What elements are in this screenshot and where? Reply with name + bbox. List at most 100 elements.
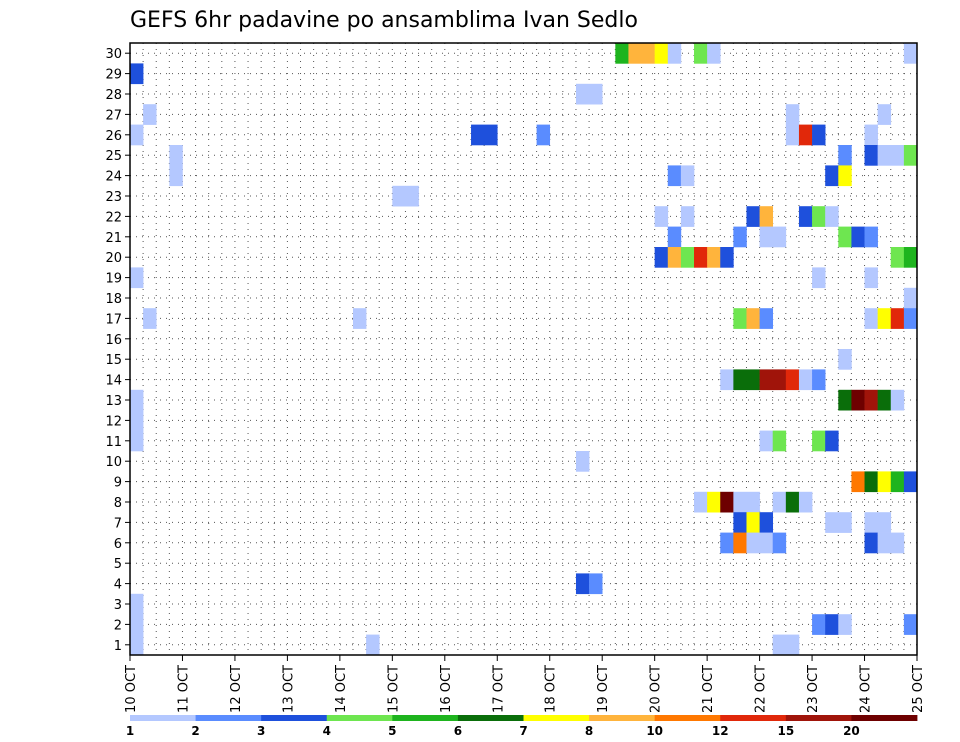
data-cell [798,491,813,513]
data-cell [720,491,734,513]
data-cell [772,532,787,554]
data-cell [825,430,839,452]
colorbar-swatch [851,715,918,721]
y-tick-label: 1 [114,639,122,654]
y-tick-label: 7 [114,516,122,531]
data-cell [733,532,747,554]
y-tick-label: 13 [105,394,122,409]
y-tick-label: 15 [105,353,122,368]
data-cell [759,369,787,391]
data-cell [130,614,144,635]
data-cell [130,267,144,289]
data-cell [759,206,774,227]
data-cell [615,43,629,64]
data-cell [654,43,669,64]
data-cell [838,614,852,635]
data-cell [759,512,774,533]
data-cell [877,104,892,125]
data-cell [903,471,918,493]
data-cell [667,43,682,64]
x-tick-label: 21 OCT [701,665,716,713]
colorbar-swatch [195,715,262,721]
data-cell [352,308,367,329]
data-cell [812,124,826,146]
data-cell [825,206,839,227]
x-tick-label: 12 OCT [229,665,244,713]
colorbar-label: 10 [646,724,663,738]
data-cell [838,349,852,370]
data-cell [720,369,734,391]
data-cell [838,226,852,248]
colorbar-swatch [589,715,656,721]
data-cell [667,165,682,187]
y-tick-label: 14 [105,374,122,389]
data-cell [890,471,905,493]
y-tick-label: 25 [105,149,122,164]
data-cell [772,634,800,656]
data-cell [798,124,813,146]
data-cell [798,206,813,227]
y-tick-label: 8 [114,496,122,511]
y-tick-label: 2 [114,618,122,633]
data-cell [667,247,682,268]
data-cell [759,226,787,248]
colorbar-swatch [785,715,852,721]
data-cell [169,145,183,166]
data-cell [130,124,144,146]
data-cell [746,308,760,329]
data-cell [720,532,734,554]
colorbar: 1 2 3 4 5 6 7 8 10 12 15 20 [126,715,918,738]
y-tick-label: 12 [105,414,122,429]
data-cell [707,491,721,513]
y-tick-label: 16 [105,333,122,348]
data-cell [143,104,157,125]
data-cell [628,43,655,64]
data-cell [694,491,708,513]
data-cell [772,491,787,513]
data-cell [694,247,708,268]
data-cell [654,206,669,227]
x-tick-label: 14 OCT [334,665,349,713]
colorbar-swatch [130,715,196,721]
data-cell [575,573,590,595]
colorbar-swatch [720,715,787,721]
y-tick-label: 30 [105,47,122,62]
data-cell [877,532,905,554]
data-cell [864,308,878,329]
colorbar-label: 7 [519,724,527,738]
data-cell [877,389,892,411]
x-tick-label: 22 OCT [754,665,769,713]
data-cell [864,512,892,533]
data-cell [785,369,800,391]
data-cell [471,124,498,146]
x-tick-label: 13 OCT [281,665,296,713]
data-cell [812,369,826,391]
data-cell [785,491,800,513]
colorbar-swatch [261,715,328,721]
data-cell [825,614,839,635]
data-cell [890,389,905,411]
y-tick-label: 24 [105,170,122,185]
colorbar-label: 1 [126,724,134,738]
data-cell [851,389,865,411]
data-cell [838,389,852,411]
colorbar-label: 12 [712,724,729,738]
data-cell [864,124,878,146]
x-tick-label: 20 OCT [649,665,664,713]
data-cell [851,226,865,248]
data-cell [903,247,918,268]
colorbar-label: 15 [777,724,794,738]
data-cell [812,267,826,289]
y-tick-label: 4 [114,578,122,593]
y-tick-label: 19 [105,272,122,287]
data-cell [575,451,590,472]
data-cell [733,512,747,533]
data-cell [864,145,878,166]
x-tick-label: 24 OCT [859,665,874,713]
y-tick-label: 11 [105,435,122,450]
data-cell [720,247,734,268]
colorbar-label: 5 [388,724,396,738]
y-tick-label: 9 [114,476,122,491]
data-cell [366,634,380,656]
data-cell [864,226,878,248]
